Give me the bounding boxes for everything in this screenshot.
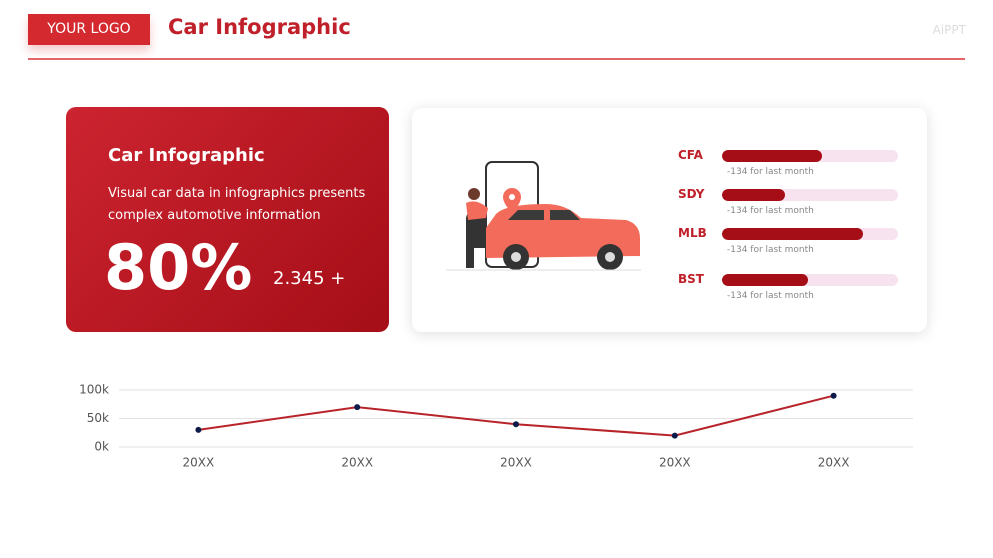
progress-note: -134 for last month <box>727 167 814 177</box>
progress-fill <box>722 189 786 201</box>
brand: AiPPT <box>932 23 966 37</box>
line <box>198 394 834 437</box>
y-tick-label: 50k <box>87 411 109 425</box>
progress-track <box>722 274 898 286</box>
progress-fill <box>722 228 863 240</box>
x-tick-label: 20XX <box>659 456 691 470</box>
card-text: Visual car data in infographics presents… <box>108 186 366 223</box>
progress-track <box>722 150 898 162</box>
x-tick-label: 20XX <box>341 456 373 470</box>
progress-note: -134 for last month <box>727 245 814 255</box>
progress-fill <box>722 150 823 162</box>
progress-card: CFA -134 for last month SDY -134 for last m… <box>412 108 927 332</box>
x-tick-label: 20XX <box>818 456 850 470</box>
card-title: Car Infographic <box>108 145 265 166</box>
point <box>195 426 202 433</box>
progress-label: BST <box>678 272 704 286</box>
car-illustration <box>446 161 641 271</box>
big-value: 80% <box>104 231 253 304</box>
progress-track <box>722 189 898 201</box>
progress-track <box>722 228 898 240</box>
summary-card: Car Infographic Visual car data in infog… <box>66 107 389 332</box>
y-tick-label: 100k <box>79 383 109 397</box>
point <box>671 432 678 439</box>
progress-label: SDY <box>678 187 705 201</box>
y-tick-label: 0k <box>94 440 109 454</box>
x-tick-label: 20XX <box>500 456 532 470</box>
progress-note: -134 for last month <box>727 206 814 216</box>
point <box>513 421 519 428</box>
line-chart: 0k 50k 100k 20XX 20XX 20XX 20XX 20XX <box>79 383 913 470</box>
progress-label: MLB <box>678 226 707 240</box>
x-tick-label: 20XX <box>183 456 215 470</box>
page-title: Car Infographic <box>168 15 351 39</box>
progress-note: -134 for last month <box>727 291 814 301</box>
point <box>830 392 837 399</box>
divider <box>28 58 965 60</box>
progress-fill <box>722 274 809 286</box>
point <box>354 404 361 411</box>
logo: YOUR LOGO <box>28 14 150 45</box>
progress-label: CFA <box>678 148 703 162</box>
sub-value: 2.345 + <box>273 268 346 289</box>
